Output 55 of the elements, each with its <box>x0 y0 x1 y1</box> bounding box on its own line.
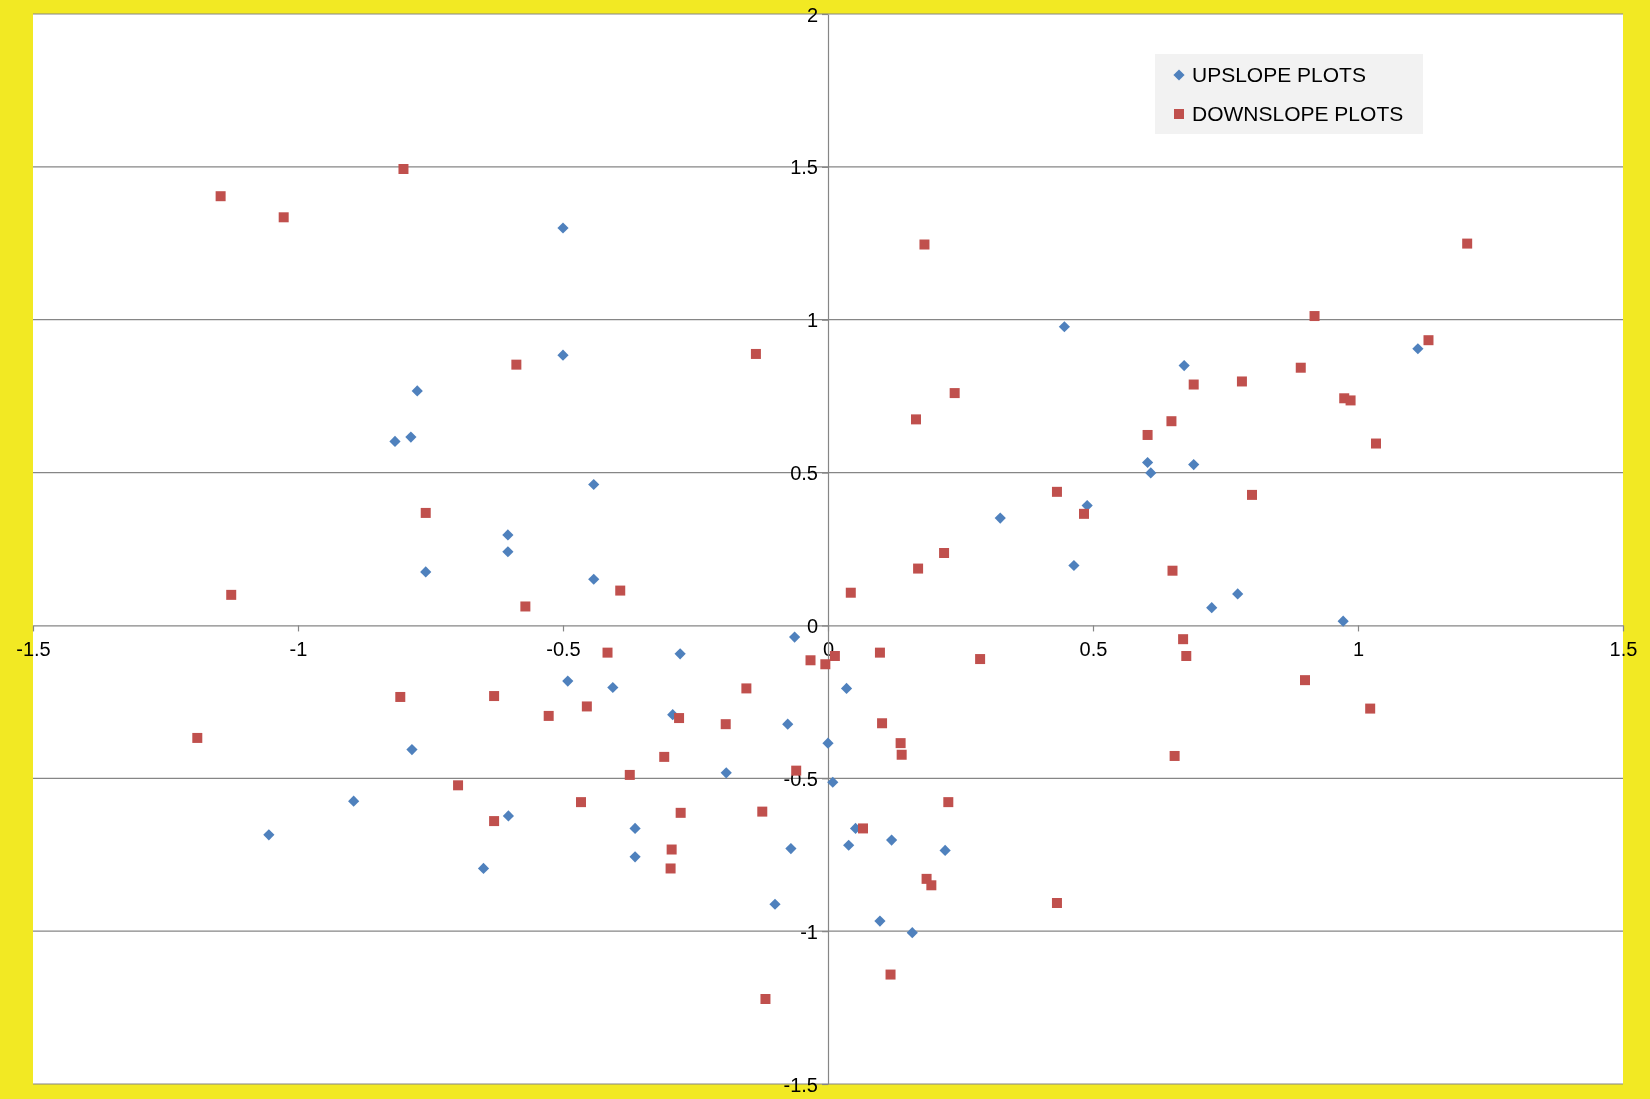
point <box>720 767 732 779</box>
y-tick-label: 0 <box>806 614 818 637</box>
point <box>1412 343 1424 355</box>
point <box>557 349 569 361</box>
point <box>886 834 898 846</box>
point <box>874 915 886 927</box>
point <box>502 810 515 822</box>
x-tick-label: -1 <box>289 637 308 660</box>
point <box>785 843 797 855</box>
point <box>477 862 490 875</box>
point <box>389 435 401 447</box>
point <box>502 529 514 541</box>
point <box>263 829 275 841</box>
point <box>1337 615 1349 627</box>
y-tick-label: 0.5 <box>790 462 818 485</box>
point <box>502 546 514 558</box>
point <box>1068 559 1080 572</box>
point <box>906 927 918 939</box>
point <box>939 844 951 857</box>
point <box>588 573 600 585</box>
point <box>843 839 855 851</box>
point <box>562 675 574 687</box>
point <box>588 478 600 491</box>
point <box>629 822 641 835</box>
point <box>769 898 781 910</box>
point <box>840 682 853 695</box>
y-tick-label: 1.5 <box>790 156 818 179</box>
x-tick-label: 0.5 <box>1079 637 1108 660</box>
point <box>348 795 360 807</box>
point <box>994 512 1006 524</box>
point <box>557 222 569 234</box>
legend-label: UPSLOPE PLOTS <box>1192 63 1366 87</box>
legend-label: DOWNSLOPE PLOTS <box>1192 102 1404 126</box>
point <box>420 566 432 578</box>
point <box>789 631 801 643</box>
y-tick-label: -1 <box>800 920 818 943</box>
point <box>1206 602 1218 614</box>
point <box>405 431 417 443</box>
point <box>674 648 686 660</box>
y-tick-label: 1 <box>806 309 818 332</box>
point <box>1178 359 1190 372</box>
point <box>1145 467 1157 479</box>
point <box>822 737 834 749</box>
point <box>1058 321 1070 333</box>
x-tick-label: -0.5 <box>546 637 581 660</box>
x-tick-label: 1 <box>1352 637 1365 660</box>
point <box>1232 588 1244 600</box>
point <box>629 851 641 863</box>
point <box>1188 459 1200 471</box>
point <box>406 743 418 756</box>
point <box>607 681 619 694</box>
point <box>1141 456 1154 469</box>
point <box>411 385 423 397</box>
point <box>827 776 839 788</box>
point <box>782 718 794 730</box>
